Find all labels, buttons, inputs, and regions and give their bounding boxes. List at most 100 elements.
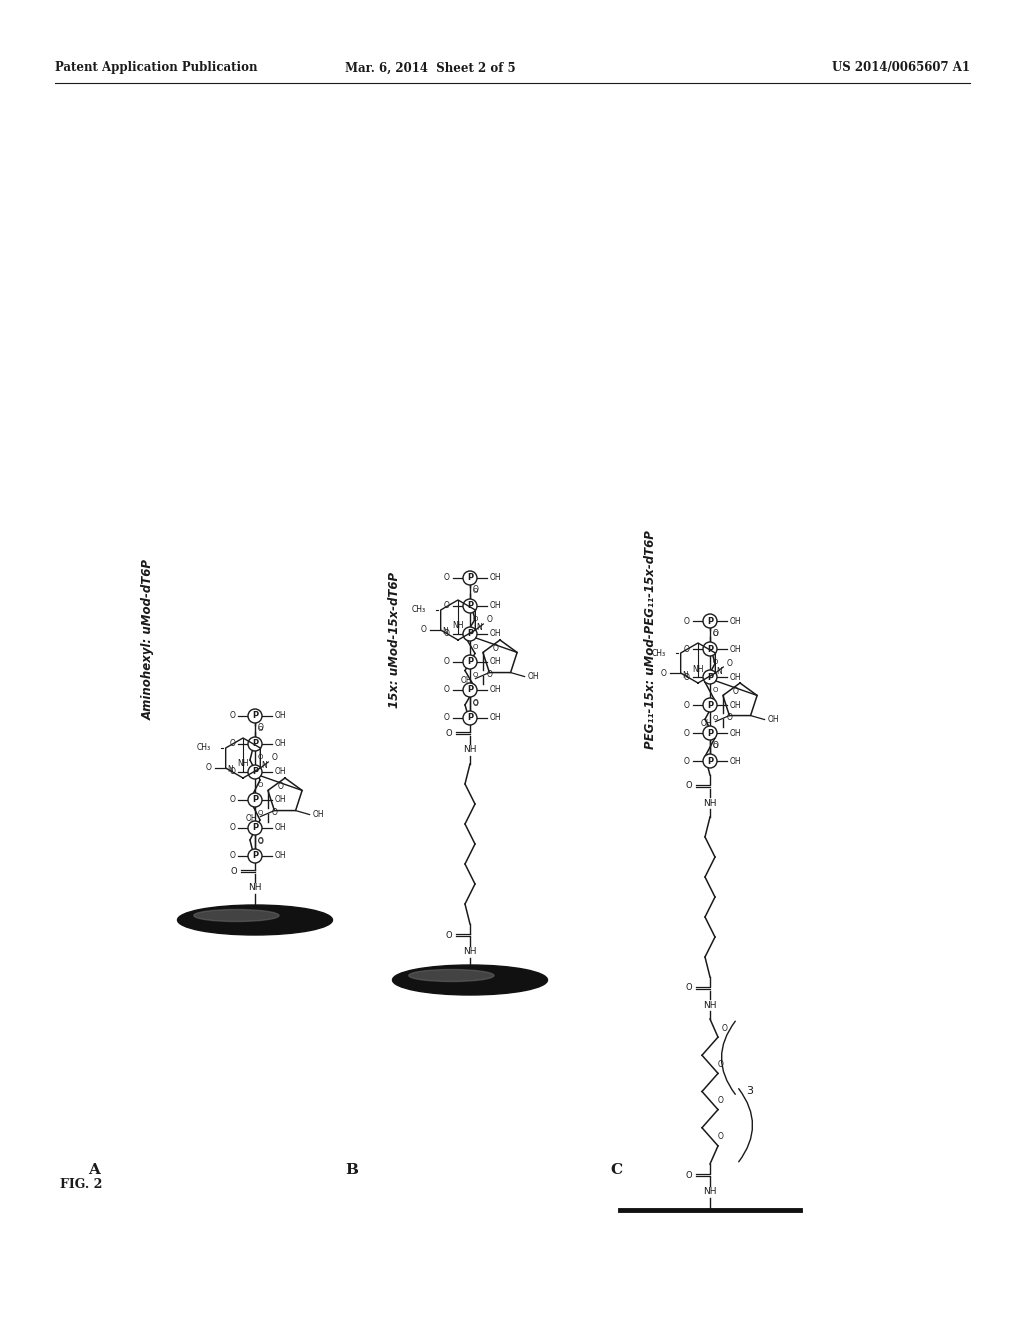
Text: OH: OH [461,676,472,685]
Circle shape [248,793,262,807]
Text: O: O [713,659,719,665]
Text: O: O [473,698,479,708]
Text: OH: OH [275,767,287,776]
Text: O: O [727,713,733,722]
Text: O: O [421,626,427,635]
Text: FIG. 2: FIG. 2 [60,1179,102,1192]
Circle shape [463,572,477,585]
Text: P: P [252,796,258,804]
Text: O: O [713,715,719,721]
Circle shape [248,709,262,723]
Text: OH: OH [490,714,502,722]
Text: O: O [229,824,234,833]
Text: O: O [258,781,263,788]
Circle shape [703,754,717,768]
Text: O: O [258,838,263,843]
Text: P: P [707,672,713,681]
Text: P: P [252,851,258,861]
Text: Patent Application Publication: Patent Application Publication [55,62,257,74]
Text: OH: OH [490,573,502,582]
Circle shape [463,711,477,725]
Text: OH: OH [730,729,741,738]
Text: P: P [467,573,473,582]
Text: NH: NH [238,759,249,768]
Text: NH: NH [453,622,464,631]
Text: O: O [726,659,732,668]
Text: O: O [444,714,450,722]
Circle shape [248,766,262,779]
Text: O: O [444,602,450,610]
Text: P: P [252,711,258,721]
Text: O: O [258,754,263,760]
Text: O: O [713,686,719,693]
Text: O: O [733,686,739,696]
Text: O: O [713,742,719,751]
Text: O: O [684,616,690,626]
Text: OH: OH [312,810,325,820]
Text: N: N [476,623,482,632]
Ellipse shape [392,965,548,995]
Text: PEG₁₁-15x: uMod-PEG₁₁-15x-dT6P: PEG₁₁-15x: uMod-PEG₁₁-15x-dT6P [643,531,656,750]
Text: O: O [229,739,234,748]
Text: O: O [279,781,284,791]
Ellipse shape [409,969,494,982]
Text: Aminohexyl: uMod-dT6P: Aminohexyl: uMod-dT6P [141,560,155,721]
Text: O: O [486,615,493,624]
Text: P: P [707,729,713,738]
Text: O: O [272,808,278,817]
Text: O: O [662,668,667,677]
Text: O: O [684,701,690,710]
Text: OH: OH [275,824,287,833]
Text: O: O [206,763,212,772]
Text: O: O [473,700,478,706]
Text: P: P [707,756,713,766]
Text: O: O [486,671,493,678]
Circle shape [703,614,717,628]
Text: NH: NH [463,948,477,957]
Text: O: O [685,1171,692,1180]
Text: OH: OH [490,657,502,667]
Text: NH: NH [463,746,477,755]
Text: P: P [467,630,473,639]
Text: A: A [88,1163,100,1177]
Text: O: O [258,837,264,846]
Text: O: O [229,851,234,861]
Text: O: O [230,866,237,875]
Text: O: O [229,796,234,804]
Text: CH₃: CH₃ [652,648,666,657]
Text: OH: OH [768,715,779,725]
Text: OH: OH [490,685,502,694]
Text: O: O [258,726,263,733]
Text: C: C [610,1163,623,1177]
Text: CH₃: CH₃ [412,606,426,615]
Text: N: N [441,627,447,636]
Text: O: O [229,767,234,776]
Text: O: O [684,756,690,766]
Circle shape [248,737,262,751]
Text: O: O [684,672,690,681]
Text: P: P [707,616,713,626]
Text: N: N [717,667,722,676]
Circle shape [703,698,717,711]
Text: O: O [473,586,479,594]
Circle shape [463,682,477,697]
Text: 3: 3 [746,1086,753,1097]
Text: O: O [445,729,452,738]
Text: OH: OH [246,814,257,824]
Text: O: O [684,729,690,738]
Text: OH: OH [490,602,502,610]
Text: NH: NH [703,1188,717,1196]
Text: B: B [345,1163,358,1177]
Text: O: O [229,711,234,721]
Text: O: O [473,672,478,678]
Text: OH: OH [700,719,713,729]
Text: 15x: uMod-15x-dT6P: 15x: uMod-15x-dT6P [388,572,401,708]
Text: P: P [707,701,713,710]
Circle shape [248,821,262,836]
Ellipse shape [194,909,279,921]
Text: O: O [473,616,478,622]
Text: P: P [707,644,713,653]
Text: O: O [444,573,450,582]
Circle shape [703,642,717,656]
Text: O: O [258,723,264,733]
